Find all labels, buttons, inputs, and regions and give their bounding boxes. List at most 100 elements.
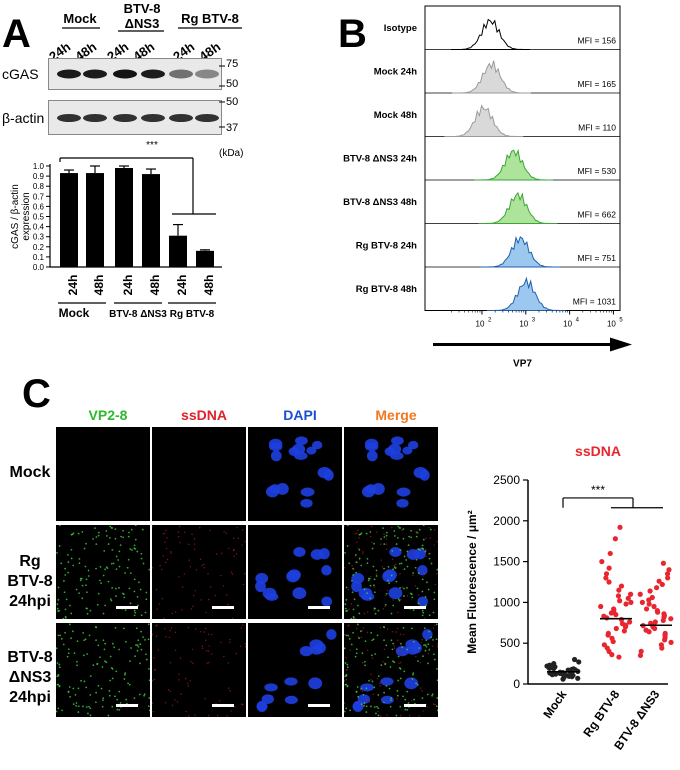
green-speck	[105, 530, 108, 532]
green-speck	[383, 536, 386, 538]
green-speck	[127, 682, 130, 685]
green-speck	[62, 617, 65, 619]
green-speck	[387, 656, 389, 659]
nucleus	[292, 587, 307, 600]
green-speck	[122, 529, 124, 532]
red-speck	[161, 568, 163, 571]
scatter-ytick-label-5: 2500	[493, 473, 520, 487]
nucleus	[404, 677, 419, 690]
green-speck	[122, 536, 125, 539]
scatter-point-1	[617, 598, 623, 604]
green-speck	[354, 655, 357, 658]
green-speck	[374, 607, 376, 610]
green-speck	[72, 564, 75, 567]
green-speck	[356, 623, 359, 626]
red-speck	[235, 553, 238, 555]
green-speck	[421, 697, 424, 700]
red-speck	[185, 710, 187, 713]
nucleus	[406, 646, 419, 655]
scale-bar	[116, 704, 138, 707]
nucleus	[265, 592, 279, 601]
green-speck	[365, 705, 368, 708]
green-speck	[344, 551, 346, 554]
green-speck	[383, 626, 386, 629]
green-speck	[133, 609, 136, 612]
green-speck	[362, 693, 365, 696]
red-speck	[181, 586, 184, 588]
green-speck	[430, 636, 433, 639]
green-speck	[84, 565, 87, 568]
red-speck	[420, 547, 422, 550]
red-speck	[161, 598, 163, 600]
scatter-point-0	[571, 656, 578, 663]
nucleus	[414, 548, 426, 560]
green-speck	[370, 632, 373, 634]
green-speck	[89, 694, 92, 696]
green-speck	[395, 580, 398, 583]
flow-arrow-head	[610, 337, 632, 352]
scatter-point-2	[647, 588, 653, 594]
red-speck	[370, 536, 372, 538]
bar-xlabel-2: 24h	[121, 275, 135, 296]
green-speck	[397, 655, 400, 658]
red-speck	[229, 690, 231, 692]
green-speck	[56, 662, 59, 664]
red-speck	[419, 662, 421, 664]
green-speck	[377, 714, 380, 717]
red-speck	[427, 553, 430, 555]
red-speck	[230, 710, 232, 712]
red-speck	[203, 631, 205, 633]
scatter-point-1	[627, 591, 634, 597]
red-speck	[345, 669, 348, 671]
red-speck	[178, 576, 180, 578]
green-speck	[102, 612, 105, 615]
green-speck	[365, 532, 368, 535]
red-speck	[178, 673, 180, 675]
green-speck	[144, 638, 146, 641]
green-speck	[58, 666, 61, 669]
red-speck	[392, 599, 394, 601]
scatter-point-2	[646, 601, 652, 607]
green-speck	[417, 660, 419, 663]
red-speck	[176, 701, 179, 703]
red-speck	[361, 690, 363, 692]
scatter-ytick-label-0: 0	[513, 677, 520, 691]
flow-histogram-2	[444, 104, 524, 137]
red-speck	[240, 627, 243, 629]
green-speck	[139, 588, 142, 591]
green-speck	[136, 550, 139, 553]
green-speck	[97, 684, 100, 687]
green-speck	[421, 544, 424, 547]
nucleus	[419, 469, 430, 481]
green-speck	[75, 702, 78, 704]
red-speck	[375, 573, 377, 575]
green-speck	[85, 686, 88, 689]
green-speck	[413, 698, 416, 701]
green-speck	[396, 536, 399, 539]
red-speck	[204, 697, 206, 700]
panel-letter-b: B	[338, 12, 367, 56]
green-speck	[57, 683, 60, 686]
green-speck	[110, 666, 113, 669]
green-speck	[85, 584, 87, 587]
red-speck	[368, 701, 371, 703]
red-speck	[231, 573, 234, 575]
red-speck	[356, 541, 358, 543]
red-speck	[165, 561, 167, 564]
green-speck	[148, 709, 150, 712]
flow-label-6: Rg BTV-8 48h	[356, 284, 417, 295]
green-speck	[97, 592, 100, 595]
green-speck	[128, 683, 131, 686]
group-bottom-dns3: BTV-8 ΔNS3	[109, 309, 167, 320]
nucleus	[295, 436, 308, 446]
green-speck	[392, 642, 395, 645]
flow-label-2: Mock 48h	[374, 110, 417, 121]
nucleus	[380, 695, 394, 705]
green-speck	[399, 705, 402, 708]
red-speck	[381, 566, 384, 568]
green-speck	[344, 607, 347, 610]
green-speck	[111, 527, 114, 529]
scatter-point-0	[553, 671, 559, 677]
micrograph-r1-c1	[152, 525, 246, 619]
green-speck	[399, 527, 402, 529]
